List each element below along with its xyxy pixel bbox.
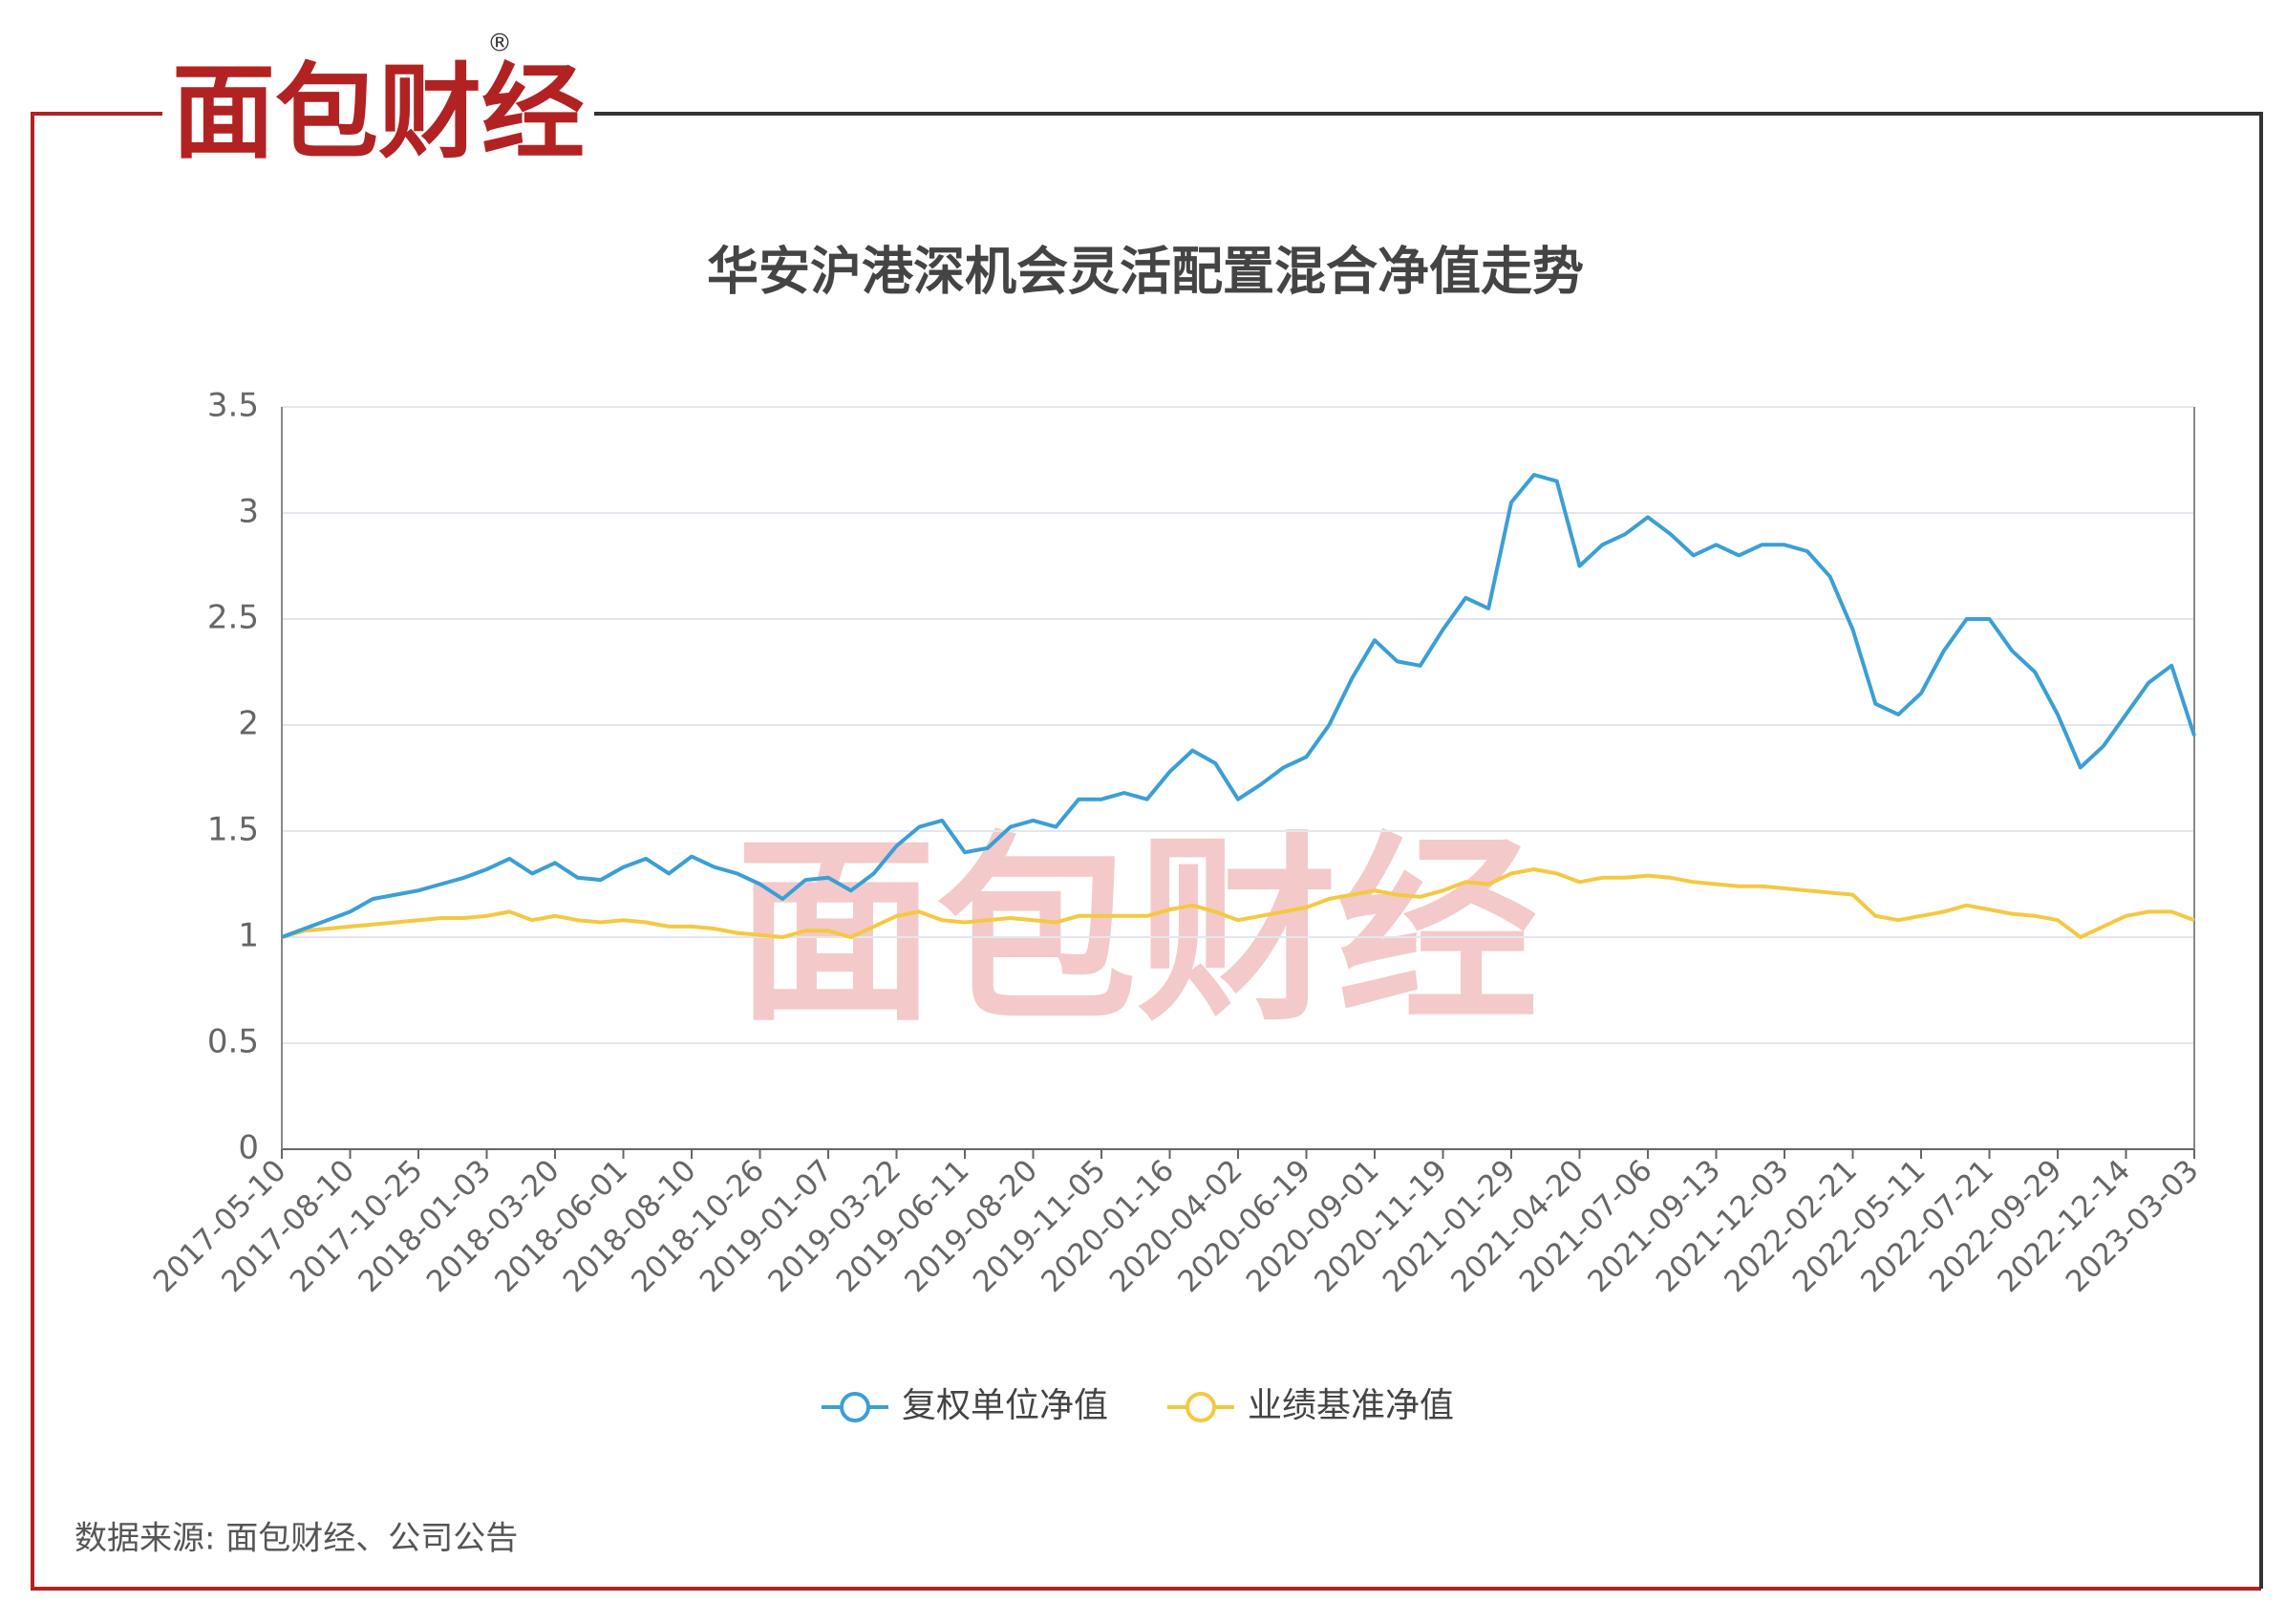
y-tick-label: 0 bbox=[238, 1129, 259, 1167]
y-tick-label: 2.5 bbox=[207, 599, 259, 637]
series-line bbox=[281, 867, 2195, 939]
legend-marker bbox=[1186, 1392, 1216, 1422]
y-tick-label: 1 bbox=[238, 917, 259, 955]
series-line bbox=[281, 473, 2196, 939]
legend-label: 复权单位净值 bbox=[902, 1386, 1108, 1425]
y-tick-label: 2 bbox=[238, 705, 259, 743]
chart-title: 华安沪港深机会灵活配置混合净值走势 bbox=[707, 242, 1584, 302]
y-tick-label: 1.5 bbox=[207, 811, 259, 849]
brand-mark: ® bbox=[487, 30, 512, 58]
y-tick-label: 0.5 bbox=[207, 1023, 259, 1061]
source-note: 数据来源: 面包财经、公司公告 bbox=[75, 1520, 518, 1558]
brand-logo: 面包财经 bbox=[172, 53, 585, 173]
frame-red bbox=[31, 112, 2261, 1591]
watermark: 面包财经 bbox=[736, 815, 1538, 1049]
y-tick-label: 3 bbox=[238, 493, 259, 531]
legend-label: 业绩基准净值 bbox=[1248, 1386, 1454, 1425]
y-tick-label: 3.5 bbox=[207, 387, 259, 425]
frame-dark bbox=[594, 112, 2263, 1589]
legend-marker bbox=[840, 1392, 870, 1422]
